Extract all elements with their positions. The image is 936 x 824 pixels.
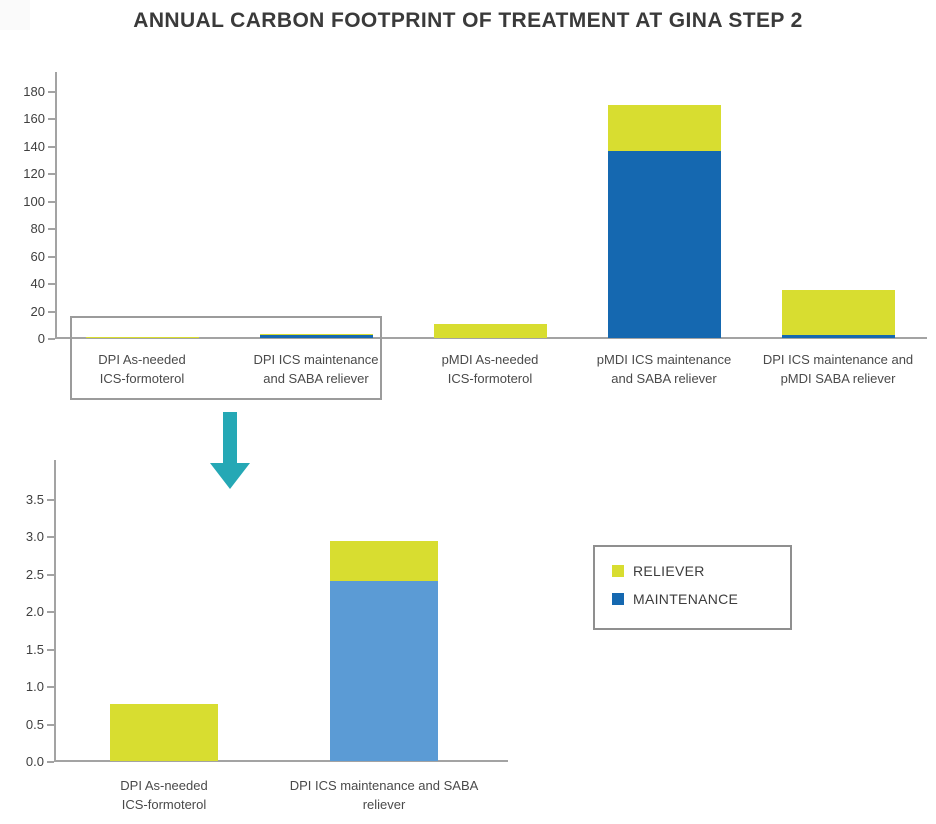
y-tick-label: 80 bbox=[30, 221, 45, 237]
y-axis bbox=[54, 460, 56, 762]
x-axis bbox=[54, 760, 508, 762]
y-tick bbox=[48, 173, 55, 176]
legend: RELIEVER MAINTENANCE bbox=[593, 545, 792, 630]
y-tick-label: 1.0 bbox=[25, 679, 44, 694]
y-tick bbox=[47, 686, 54, 688]
category-label: DPI ICS maintenance and pMDI SABA relieve… bbox=[750, 351, 926, 389]
y-tick bbox=[47, 648, 54, 651]
y-tick-label: 100 bbox=[23, 193, 45, 209]
y-tick bbox=[48, 91, 55, 93]
bar-0-reliever bbox=[85, 336, 199, 338]
y-tick-label: 120 bbox=[23, 166, 45, 182]
y-tick bbox=[47, 723, 54, 726]
y-tick bbox=[48, 283, 55, 286]
legend-label-maintenance: MAINTENANCE bbox=[633, 591, 739, 607]
y-tick-label: 0 bbox=[37, 331, 45, 346]
bar-1-reliever bbox=[259, 333, 373, 335]
y-tick bbox=[48, 255, 55, 258]
bar-1-reliever bbox=[330, 540, 438, 581]
y-tick-label: 3.0 bbox=[25, 529, 44, 544]
top-bar-chart: 0 20 40 60 80 100 120 140 160 180 DPI As-needed ICS… bbox=[23, 72, 927, 386]
corner-artifact bbox=[0, 0, 30, 30]
zoomed-bar-chart: 0.0 0.5 1.0 1.5 2.0 2.5 3.0 3.5 DPI As-needed ICS… bbox=[26, 460, 508, 812]
down-arrow-head-icon bbox=[210, 463, 250, 489]
maintenance-swatch-icon bbox=[612, 593, 624, 605]
legend-item-reliever: RELIEVER bbox=[612, 563, 790, 579]
category-label-line: ICS-formoterol bbox=[121, 796, 207, 812]
category-label: DPI ICS maintenance and SABA reliever bbox=[254, 777, 514, 815]
category-label-line: DPI ICS maintenance and bbox=[762, 352, 914, 367]
y-tick-label: 40 bbox=[30, 276, 45, 292]
bar-3-reliever bbox=[607, 104, 721, 152]
y-tick-label: 20 bbox=[30, 303, 45, 319]
category-label: DPI As-needed ICS-formoterol bbox=[34, 777, 294, 815]
category-label-line: pMDI SABA reliever bbox=[780, 370, 896, 386]
bar-2-reliever bbox=[433, 324, 547, 338]
legend-label-reliever: RELIEVER bbox=[633, 563, 705, 579]
y-tick-label: 60 bbox=[30, 248, 45, 264]
category-label: pMDI ICS maintenance and SABA reliever bbox=[576, 351, 752, 389]
category-label-line: DPI ICS maintenance bbox=[253, 352, 379, 367]
y-tick bbox=[47, 498, 54, 501]
y-tick bbox=[48, 338, 55, 340]
category-label: DPI As-needed ICS-formoterol bbox=[54, 351, 230, 389]
category-label-line: and SABA reliever bbox=[263, 370, 369, 386]
y-tick bbox=[48, 200, 55, 203]
bar-0-reliever bbox=[110, 704, 218, 761]
down-arrow-icon bbox=[223, 412, 237, 464]
y-tick bbox=[48, 145, 55, 148]
category-label-line: and SABA reliever bbox=[611, 370, 717, 386]
legend-item-maintenance: MAINTENANCE bbox=[612, 591, 790, 607]
category-label-line: DPI As-needed bbox=[120, 778, 208, 793]
category-label-line: DPI ICS maintenance and SABA bbox=[289, 778, 479, 793]
category-label-line: pMDI ICS maintenance bbox=[596, 352, 732, 367]
y-tick-label: 2.0 bbox=[25, 604, 44, 619]
bar-3-maintenance bbox=[607, 151, 721, 338]
category-label-line: ICS-formoterol bbox=[447, 370, 533, 386]
y-axis bbox=[55, 72, 57, 339]
page-title: ANNUAL CARBON FOOTPRINT OF TREATMENT AT … bbox=[133, 9, 803, 32]
bar-1-maintenance bbox=[259, 334, 373, 338]
y-tick-label: 3.5 bbox=[25, 491, 44, 507]
bar-4-reliever bbox=[781, 289, 895, 336]
category-label-line: reliever bbox=[362, 796, 406, 812]
category-label: pMDI As-needed ICS-formoterol bbox=[402, 351, 578, 389]
y-tick bbox=[48, 118, 55, 121]
y-tick bbox=[48, 310, 55, 313]
y-tick-label: 1.5 bbox=[25, 641, 44, 657]
y-tick-label: 180 bbox=[23, 84, 45, 99]
category-label-line: DPI As-needed bbox=[98, 352, 186, 367]
y-tick bbox=[47, 611, 54, 613]
y-tick-label: 0.0 bbox=[25, 754, 44, 769]
y-tick bbox=[47, 761, 54, 763]
y-tick-label: 2.5 bbox=[25, 566, 44, 582]
bar-1-maintenance bbox=[330, 581, 438, 761]
y-tick bbox=[47, 573, 54, 576]
category-label: DPI ICS maintenance and SABA reliever bbox=[228, 351, 404, 389]
category-label-line: pMDI As-needed bbox=[441, 352, 539, 367]
category-label-line: ICS-formoterol bbox=[99, 370, 185, 386]
y-tick bbox=[47, 536, 54, 538]
reliever-swatch-icon bbox=[612, 565, 624, 577]
x-axis bbox=[55, 337, 927, 339]
y-tick-label: 0.5 bbox=[25, 716, 44, 732]
bar-4-maintenance bbox=[781, 335, 895, 338]
y-tick bbox=[48, 228, 55, 231]
y-tick-label: 140 bbox=[23, 138, 45, 154]
y-tick-label: 160 bbox=[23, 111, 45, 127]
zoom-callout-box bbox=[70, 316, 382, 400]
